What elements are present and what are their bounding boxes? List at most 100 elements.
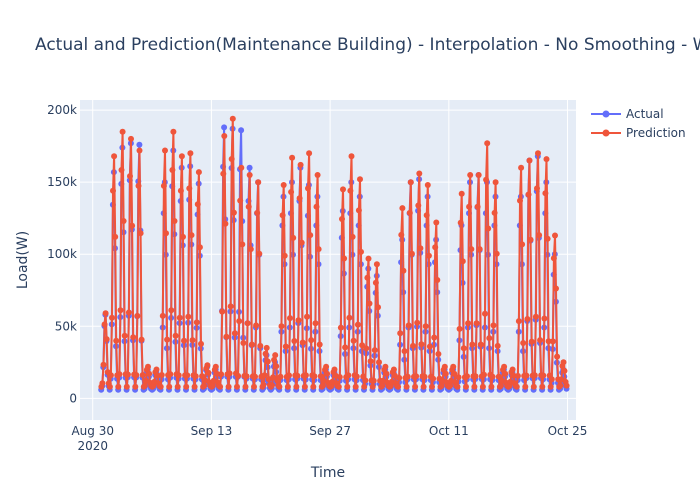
point-prediction[interactable] bbox=[223, 333, 230, 340]
point-prediction[interactable] bbox=[523, 372, 530, 379]
point-prediction[interactable] bbox=[177, 187, 184, 194]
point-prediction[interactable] bbox=[101, 321, 108, 328]
point-prediction[interactable] bbox=[450, 363, 457, 370]
point-prediction[interactable] bbox=[363, 345, 370, 352]
point-prediction[interactable] bbox=[416, 170, 423, 177]
point-prediction[interactable] bbox=[432, 244, 439, 251]
point-prediction[interactable] bbox=[157, 383, 164, 390]
point-prediction[interactable] bbox=[256, 250, 263, 257]
point-prediction[interactable] bbox=[316, 341, 323, 348]
point-actual[interactable] bbox=[136, 141, 143, 148]
point-prediction[interactable] bbox=[315, 246, 322, 253]
point-prediction[interactable] bbox=[423, 212, 430, 219]
point-prediction[interactable] bbox=[193, 319, 200, 326]
point-prediction[interactable] bbox=[217, 383, 224, 390]
point-prediction[interactable] bbox=[312, 320, 319, 327]
point-prediction[interactable] bbox=[192, 373, 199, 380]
point-prediction[interactable] bbox=[535, 150, 541, 157]
point-prediction[interactable] bbox=[366, 300, 373, 307]
point-prediction[interactable] bbox=[162, 147, 168, 154]
point-prediction[interactable] bbox=[295, 317, 302, 324]
point-prediction[interactable] bbox=[302, 372, 309, 379]
point-prediction[interactable] bbox=[433, 219, 440, 226]
point-prediction[interactable] bbox=[158, 372, 165, 378]
point-prediction[interactable] bbox=[476, 246, 483, 253]
point-prediction[interactable] bbox=[539, 383, 546, 390]
point-prediction[interactable] bbox=[349, 233, 356, 240]
point-prediction[interactable] bbox=[477, 341, 484, 348]
point-prediction[interactable] bbox=[191, 383, 198, 390]
point-prediction[interactable] bbox=[489, 373, 496, 380]
point-prediction[interactable] bbox=[522, 383, 529, 390]
point-prediction[interactable] bbox=[395, 383, 402, 390]
point-prediction[interactable] bbox=[340, 186, 346, 193]
point-prediction[interactable] bbox=[198, 340, 204, 347]
point-prediction[interactable] bbox=[463, 383, 469, 390]
point-prediction[interactable] bbox=[111, 153, 118, 160]
point-prediction[interactable] bbox=[429, 383, 435, 390]
point-prediction[interactable] bbox=[403, 383, 410, 390]
point-prediction[interactable] bbox=[509, 366, 516, 373]
point-prediction[interactable] bbox=[438, 382, 445, 389]
point-prediction[interactable] bbox=[110, 187, 116, 194]
point-prediction[interactable] bbox=[456, 325, 463, 332]
point-prediction[interactable] bbox=[435, 351, 442, 357]
point-prediction[interactable] bbox=[364, 274, 371, 281]
point-prediction[interactable] bbox=[121, 332, 128, 339]
point-prediction[interactable] bbox=[474, 203, 481, 210]
point-prediction[interactable] bbox=[174, 383, 181, 390]
point-prediction[interactable] bbox=[359, 342, 366, 349]
point-prediction[interactable] bbox=[501, 363, 508, 370]
point-prediction[interactable] bbox=[102, 310, 109, 317]
point-prediction[interactable] bbox=[273, 363, 280, 370]
point-prediction[interactable] bbox=[357, 176, 363, 183]
point-prediction[interactable] bbox=[479, 383, 486, 390]
point-prediction[interactable] bbox=[373, 261, 380, 268]
point-prediction[interactable] bbox=[176, 314, 183, 321]
point-prediction[interactable] bbox=[491, 209, 498, 216]
point-prediction[interactable] bbox=[212, 363, 219, 370]
point-prediction[interactable] bbox=[548, 376, 555, 383]
point-prediction[interactable] bbox=[123, 383, 130, 390]
point-prediction[interactable] bbox=[168, 307, 175, 314]
point-prediction[interactable] bbox=[201, 382, 208, 389]
point-prediction[interactable] bbox=[426, 343, 433, 350]
point-prediction[interactable] bbox=[413, 373, 420, 380]
point-prediction[interactable] bbox=[471, 383, 478, 390]
point-prediction[interactable] bbox=[199, 373, 206, 380]
point-prediction[interactable] bbox=[442, 370, 449, 377]
point-prediction[interactable] bbox=[563, 382, 570, 389]
point-prediction[interactable] bbox=[225, 383, 232, 390]
point-prediction[interactable] bbox=[262, 350, 269, 357]
point-prediction[interactable] bbox=[369, 383, 376, 390]
point-prediction[interactable] bbox=[184, 372, 191, 379]
point-prediction[interactable] bbox=[271, 356, 278, 363]
point-prediction[interactable] bbox=[306, 150, 313, 157]
point-prediction[interactable] bbox=[418, 341, 425, 348]
point-prediction[interactable] bbox=[171, 218, 178, 224]
point-prediction[interactable] bbox=[189, 337, 196, 344]
point-prediction[interactable] bbox=[136, 147, 143, 154]
point-prediction[interactable] bbox=[287, 315, 293, 322]
point-prediction[interactable] bbox=[404, 373, 411, 380]
point-prediction[interactable] bbox=[383, 370, 390, 377]
point-prediction[interactable] bbox=[209, 382, 216, 389]
point-prediction[interactable] bbox=[297, 161, 304, 168]
point-prediction[interactable] bbox=[458, 190, 465, 197]
point-prediction[interactable] bbox=[181, 337, 187, 344]
point-prediction[interactable] bbox=[361, 383, 368, 390]
point-prediction[interactable] bbox=[246, 172, 253, 178]
point-prediction[interactable] bbox=[441, 363, 448, 370]
point-prediction[interactable] bbox=[375, 304, 381, 311]
point-prediction[interactable] bbox=[434, 277, 441, 283]
point-prediction[interactable] bbox=[468, 246, 475, 253]
point-prediction[interactable] bbox=[180, 233, 186, 240]
point-prediction[interactable] bbox=[196, 244, 203, 251]
point-prediction[interactable] bbox=[230, 209, 237, 216]
point-prediction[interactable] bbox=[290, 234, 297, 241]
point-prediction[interactable] bbox=[459, 258, 466, 265]
point-prediction[interactable] bbox=[347, 187, 354, 194]
point-prediction[interactable] bbox=[100, 361, 107, 368]
point-prediction[interactable] bbox=[167, 371, 174, 378]
point-prediction[interactable] bbox=[549, 338, 556, 345]
